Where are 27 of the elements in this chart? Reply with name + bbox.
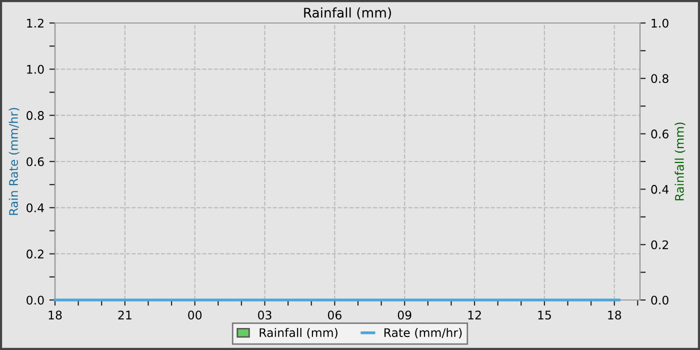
y2-tick-label: 0.4 [651, 184, 669, 194]
chart-title: Rainfall (mm) [304, 7, 391, 20]
y2-tick-label: 1.0 [652, 18, 668, 28]
y-tick-label: 0.0 [26, 296, 44, 305]
y2-tick-label: 0.2 [651, 240, 668, 250]
legend-label: Rate (mm/hr) [384, 328, 462, 338]
y-tick-label: 1.0 [27, 64, 44, 74]
y2-tick-label: 0.6 [651, 130, 668, 138]
y-tick-label: 1.2 [27, 18, 44, 28]
y-axis-title: Rain Rate (mm/hr) [8, 108, 20, 215]
x-tick-label: 03 [258, 310, 272, 320]
x-tick-label: 00 [188, 310, 202, 320]
y-tick-label: 0.2 [26, 250, 44, 258]
x-tick-label: 21 [118, 310, 132, 320]
y-tick-label: 0.6 [26, 157, 44, 166]
y-tick-label: 0.8 [26, 111, 44, 120]
y-tick-label: 0.4 [26, 203, 44, 212]
x-tick-label: 12 [468, 310, 481, 320]
y2-tick-label: 0.0 [651, 296, 668, 305]
x-tick-label: 15 [538, 310, 551, 320]
y2-tick-label: 0.8 [651, 74, 668, 84]
legend-label: Rainfall (mm) [260, 328, 338, 338]
x-tick-label: 18 [608, 310, 622, 320]
x-tick-label: 09 [398, 310, 412, 320]
y2-axis-title: Rainfall (mm) [674, 122, 686, 200]
x-tick-label: 18 [48, 310, 62, 320]
x-tick-label: 06 [328, 310, 342, 320]
